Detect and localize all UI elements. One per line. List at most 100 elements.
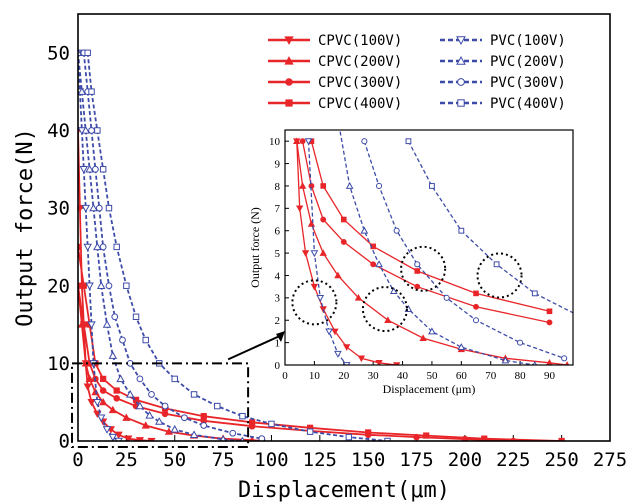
legend: CPVC(100V) CPVC(200V) CPVC(300V) CPVC(400V)… bbox=[268, 33, 566, 112]
data-point bbox=[95, 204, 103, 212]
data-point bbox=[142, 336, 149, 344]
series-line bbox=[86, 52, 388, 441]
data-point bbox=[414, 261, 421, 268]
data-point bbox=[299, 138, 306, 145]
data-point bbox=[334, 271, 342, 279]
data-point bbox=[132, 313, 140, 321]
y-tick-label: 30 bbox=[47, 198, 70, 220]
data-point bbox=[119, 336, 126, 344]
data-point bbox=[319, 249, 327, 256]
data-point bbox=[405, 138, 412, 145]
x-tick-label: 150 bbox=[351, 449, 385, 471]
data-point bbox=[124, 435, 133, 441]
data-point bbox=[214, 402, 221, 410]
y-tick-label: 10 bbox=[47, 353, 70, 375]
zoom-region-box bbox=[71, 362, 250, 449]
data-point bbox=[102, 320, 112, 328]
data-point bbox=[239, 412, 246, 420]
x-tick-label: 50 bbox=[426, 370, 438, 382]
data-point bbox=[116, 374, 125, 383]
data-point bbox=[375, 260, 383, 268]
data-point bbox=[304, 138, 313, 146]
data-point bbox=[96, 281, 106, 289]
data-point bbox=[85, 164, 94, 173]
data-point bbox=[365, 429, 372, 436]
data-point bbox=[293, 137, 301, 144]
y-tick-label: 40 bbox=[47, 120, 70, 142]
legend-label: CPVC(200V) bbox=[318, 54, 402, 70]
y-tick-label: 0 bbox=[59, 431, 70, 453]
data-point bbox=[136, 375, 144, 383]
data-point bbox=[99, 243, 107, 251]
data-point bbox=[83, 383, 92, 391]
x-tick-label: 30 bbox=[368, 370, 380, 382]
data-point bbox=[357, 355, 366, 363]
data-point bbox=[123, 282, 130, 289]
data-point bbox=[298, 182, 307, 189]
data-point bbox=[105, 204, 113, 212]
y-tick-label: 5 bbox=[275, 248, 281, 260]
data-point bbox=[79, 166, 89, 174]
data-point bbox=[113, 243, 120, 251]
data-point bbox=[248, 419, 256, 426]
axis-ticks: 0 25 50 75 100 125 150 175 200 225 250 275010203040… bbox=[47, 42, 627, 471]
data-point bbox=[135, 401, 145, 410]
data-point bbox=[301, 250, 310, 257]
data-point bbox=[310, 250, 319, 258]
data-point bbox=[219, 435, 227, 441]
y-tick-label: 9 bbox=[275, 158, 281, 170]
data-point bbox=[429, 183, 435, 189]
x-tick-label: 0 bbox=[72, 449, 83, 471]
legend-label: CPVC(100V) bbox=[318, 33, 402, 49]
data-point bbox=[546, 358, 553, 365]
data-point bbox=[258, 435, 266, 441]
data-point bbox=[473, 290, 479, 297]
y-tick-label: 3 bbox=[275, 293, 281, 305]
data-point bbox=[100, 375, 107, 383]
data-point bbox=[111, 313, 119, 321]
series-line bbox=[82, 52, 262, 440]
highlight-circle bbox=[476, 252, 523, 299]
x-tick-label: 40 bbox=[397, 370, 409, 382]
legend-marker bbox=[285, 78, 293, 86]
y-tick-label: 6 bbox=[275, 226, 281, 238]
data-point bbox=[88, 88, 95, 95]
y-axis-title: Output force(N) bbox=[13, 128, 38, 327]
data-point bbox=[96, 414, 106, 423]
y-tick-label: 4 bbox=[275, 270, 281, 282]
inset-frame bbox=[284, 129, 574, 366]
data-point bbox=[78, 87, 87, 95]
data-point bbox=[200, 422, 208, 429]
x-tick-label: 250 bbox=[544, 449, 578, 471]
inset-y-axis-title: Output force (N) bbox=[248, 207, 262, 288]
data-point bbox=[102, 426, 112, 434]
series-line bbox=[296, 141, 568, 365]
legend-entry: PVC(300V) bbox=[440, 75, 566, 91]
legend-marker bbox=[457, 78, 465, 86]
data-point bbox=[190, 391, 198, 398]
data-point bbox=[99, 387, 107, 394]
data-point bbox=[473, 303, 479, 310]
data-point bbox=[361, 138, 368, 145]
data-point bbox=[108, 351, 118, 359]
data-point bbox=[517, 339, 524, 346]
series bbox=[78, 49, 123, 441]
series-line bbox=[78, 52, 243, 441]
series-line bbox=[301, 141, 550, 324]
inset-chart: 0 10 20 30 40 50 60 70 80 90 0 1 2 3 4 5 6 7 8 9 10 Displacem… bbox=[248, 129, 574, 396]
data-point bbox=[148, 391, 155, 398]
data-point bbox=[393, 227, 400, 234]
x-tick-label: 50 bbox=[163, 449, 186, 471]
data-point bbox=[108, 433, 118, 441]
legend-marker bbox=[456, 36, 466, 46]
legend-label: CPVC(300V) bbox=[318, 75, 402, 91]
data-point bbox=[457, 343, 466, 350]
zoom-annotation bbox=[71, 331, 285, 449]
data-point bbox=[99, 166, 107, 173]
legend-entry: PVC(100V) bbox=[440, 33, 566, 49]
data-point bbox=[78, 48, 83, 57]
data-point bbox=[161, 402, 169, 410]
data-point bbox=[296, 205, 304, 213]
data-point bbox=[161, 410, 169, 418]
data-point bbox=[392, 362, 401, 365]
